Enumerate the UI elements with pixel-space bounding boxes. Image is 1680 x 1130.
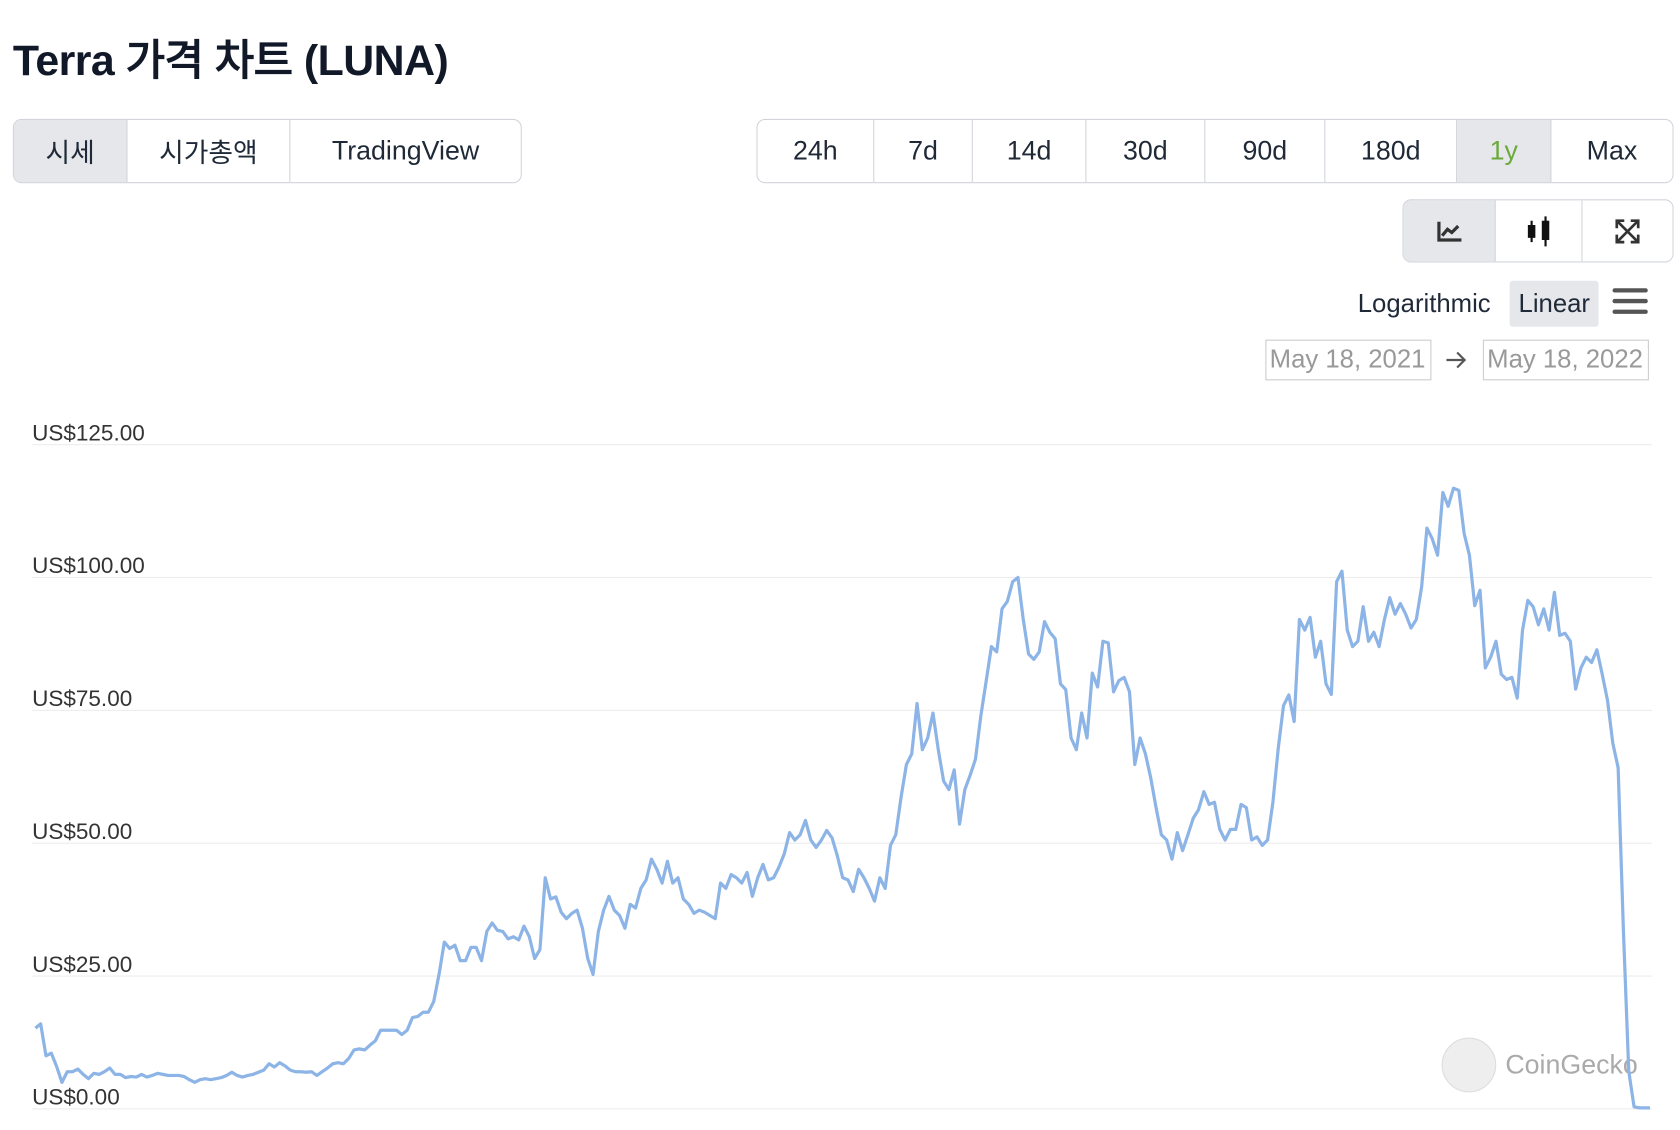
line-icon [1436, 221, 1461, 242]
price-line [34, 486, 1651, 1110]
y-tick-label: US$125.00 [32, 420, 145, 445]
chart-type-group [1402, 199, 1674, 263]
line-chart-button[interactable] [1403, 200, 1496, 262]
y-tick-label: US$100.00 [32, 553, 145, 578]
candle-chart-button[interactable] [1496, 200, 1583, 262]
range-button[interactable]: 90d [1205, 120, 1326, 183]
watermark-logo [1441, 1037, 1497, 1093]
y-tick-label: US$50.00 [32, 819, 132, 844]
page-title: Terra 가격 차트 (LUNA) [12, 37, 449, 85]
range-button[interactable]: 1y [1457, 120, 1552, 183]
range-button[interactable]: 7d [874, 120, 973, 183]
range-group: 24h 7d 14d 30d 90d 180d 1y Max [756, 118, 1674, 184]
scale-group: Logarithmic Linear [1338, 280, 1599, 327]
tab-group: 시세 시가총액 TradingView [12, 118, 522, 184]
candle-icon [1527, 215, 1550, 246]
arrow-icon [1446, 351, 1467, 369]
tab[interactable]: 시가총액 [128, 120, 291, 183]
fullscreen-button[interactable] [1583, 200, 1673, 261]
range-button[interactable]: Max [1586, 135, 1638, 166]
range-button[interactable]: 30d [1086, 120, 1206, 183]
y-tick-label: US$25.00 [32, 952, 132, 977]
y-tick-label: US$75.00 [32, 686, 132, 711]
expand-icon [1615, 218, 1640, 243]
range-button[interactable]: 24h [758, 120, 875, 183]
range-button[interactable]: 14d [973, 120, 1087, 183]
scale-option[interactable]: Linear [1509, 280, 1599, 327]
tab[interactable]: TradingView [331, 135, 480, 166]
y-tick-label: US$0.00 [32, 1085, 120, 1110]
range-button[interactable]: 180d [1325, 120, 1458, 183]
menu-icon[interactable] [1612, 287, 1648, 315]
date-to[interactable]: May 18, 2022 [1482, 339, 1649, 381]
tab[interactable]: 시세 [13, 120, 128, 183]
watermark: CoinGecko [1505, 1050, 1637, 1080]
date-from[interactable]: May 18, 2021 [1265, 339, 1432, 381]
scale-option[interactable]: Logarithmic [1357, 288, 1491, 318]
